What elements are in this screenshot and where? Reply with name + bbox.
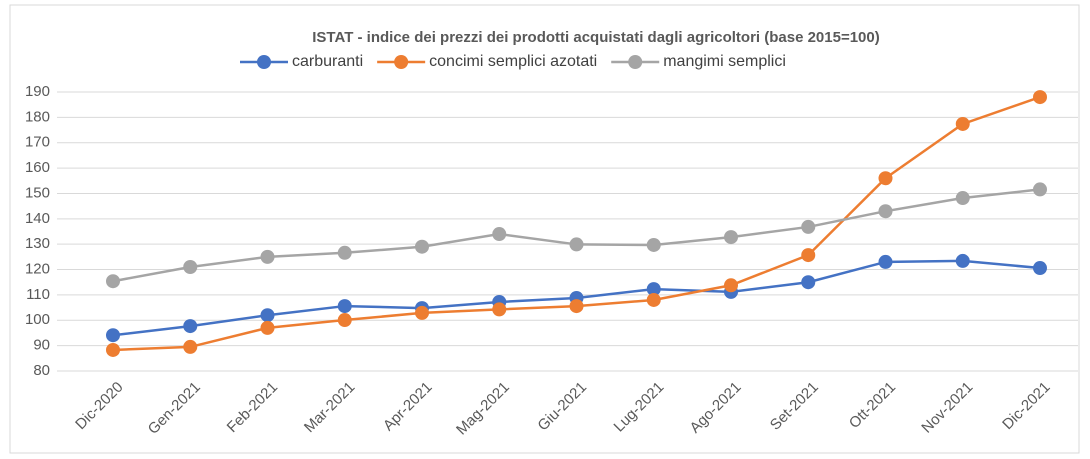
data-point	[260, 320, 275, 335]
data-point	[415, 305, 429, 320]
data-point	[646, 237, 661, 252]
legend-label: carburanti	[292, 53, 363, 70]
data-point	[1033, 90, 1047, 105]
y-tick-label: 180	[25, 108, 50, 125]
data-point	[492, 227, 507, 242]
y-tick-label: 160	[25, 159, 50, 176]
legend-marker	[257, 55, 271, 69]
data-point	[1033, 261, 1047, 276]
data-point	[724, 230, 738, 245]
data-point	[183, 339, 198, 354]
data-point	[260, 308, 275, 323]
y-tick-label: 140	[25, 210, 50, 227]
data-point	[337, 313, 352, 328]
data-point	[183, 260, 198, 275]
y-tick-label: 170	[25, 134, 50, 151]
data-point	[106, 274, 120, 289]
y-tick-label: 110	[26, 286, 50, 303]
data-point	[878, 204, 893, 219]
y-tick-label: 80	[33, 362, 50, 379]
legend-marker	[394, 55, 409, 69]
y-tick-label: 120	[25, 261, 50, 278]
data-point	[646, 282, 661, 297]
y-tick-label: 90	[33, 337, 50, 354]
data-point	[955, 191, 970, 206]
data-point	[337, 299, 352, 314]
y-tick-label: 100	[25, 311, 50, 328]
data-point	[106, 342, 120, 357]
data-point	[260, 249, 275, 264]
chart-title: ISTAT - indice dei prezzi dei prodotti a…	[312, 29, 880, 46]
data-point	[106, 328, 120, 343]
chart-frame	[9, 4, 1080, 454]
data-point	[955, 116, 970, 131]
legend-label: mangimi semplici	[663, 53, 786, 70]
data-point	[1033, 182, 1047, 197]
data-point	[724, 278, 738, 293]
data-point	[646, 292, 661, 307]
y-tick-label: 130	[25, 235, 50, 252]
data-point	[569, 299, 584, 314]
data-point	[492, 302, 507, 317]
data-point	[878, 171, 893, 186]
data-point	[569, 237, 584, 252]
data-point	[183, 319, 198, 334]
data-point	[415, 239, 429, 254]
data-point	[801, 275, 816, 290]
data-point	[337, 245, 352, 260]
data-point	[878, 254, 893, 269]
legend-marker	[628, 55, 643, 69]
legend-label: concimi semplici azotati	[429, 53, 597, 70]
y-tick-label: 190	[25, 83, 50, 100]
data-point	[801, 248, 816, 263]
y-tick-label: 150	[25, 184, 50, 201]
data-point	[801, 219, 816, 234]
data-point	[955, 253, 970, 268]
